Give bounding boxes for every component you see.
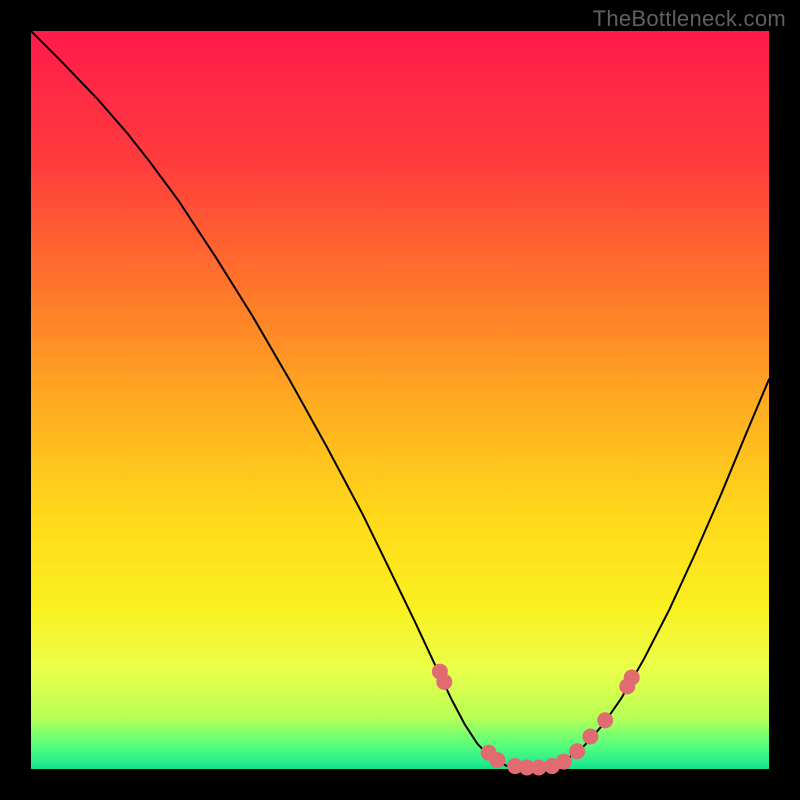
data-point [489, 752, 505, 768]
data-point [597, 712, 613, 728]
data-point [569, 743, 585, 759]
data-point [624, 669, 640, 685]
chart-plot-background [31, 31, 769, 769]
data-point [556, 754, 572, 770]
bottleneck-curve-chart [0, 0, 800, 800]
data-point [436, 674, 452, 690]
watermark-text: TheBottleneck.com [593, 6, 786, 32]
data-point [582, 729, 598, 745]
chart-container: TheBottleneck.com [0, 0, 800, 800]
